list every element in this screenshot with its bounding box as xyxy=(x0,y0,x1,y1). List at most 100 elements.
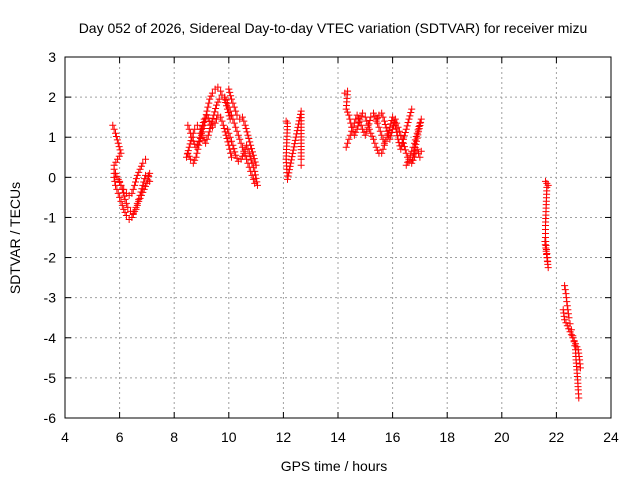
data-point xyxy=(297,152,305,160)
data-point xyxy=(379,113,387,121)
data-point xyxy=(187,155,195,163)
data-point xyxy=(211,108,219,116)
data-point xyxy=(112,158,120,166)
data-point xyxy=(219,121,227,129)
data-point xyxy=(241,121,249,129)
data-point xyxy=(230,145,238,153)
data-point xyxy=(221,93,229,101)
data-point xyxy=(113,136,121,144)
data-point xyxy=(285,169,293,177)
data-point xyxy=(217,87,225,95)
data-point xyxy=(128,213,136,221)
data-point xyxy=(417,115,425,123)
data-point xyxy=(344,139,352,147)
data-point xyxy=(563,322,571,330)
data-point xyxy=(415,128,423,136)
data-point xyxy=(194,145,202,153)
data-point xyxy=(211,119,219,127)
data-point xyxy=(560,312,568,320)
data-point xyxy=(398,142,406,150)
data-point xyxy=(245,149,253,157)
grid xyxy=(65,57,611,418)
data-point xyxy=(185,143,193,151)
data-point xyxy=(146,169,154,177)
data-point xyxy=(542,218,550,226)
data-point xyxy=(392,125,400,133)
data-point xyxy=(118,185,126,193)
data-point xyxy=(114,155,122,163)
data-point xyxy=(572,340,580,348)
data-point xyxy=(285,166,293,174)
data-point xyxy=(112,133,120,141)
data-point xyxy=(367,129,375,137)
data-point xyxy=(188,133,196,141)
data-point xyxy=(114,189,122,197)
data-point xyxy=(378,109,386,117)
y-tick-label: -2 xyxy=(44,250,57,266)
data-point xyxy=(368,132,376,140)
data-point xyxy=(121,208,129,216)
data-point xyxy=(405,155,413,163)
data-point xyxy=(393,132,401,140)
data-point xyxy=(214,98,222,106)
data-point xyxy=(135,197,143,205)
data-point xyxy=(562,294,570,302)
data-point xyxy=(185,152,193,160)
data-point xyxy=(122,199,130,207)
data-point xyxy=(113,172,121,180)
data-point xyxy=(401,129,409,137)
data-point xyxy=(227,149,235,157)
data-point xyxy=(233,111,241,119)
data-point xyxy=(374,146,382,154)
data-point xyxy=(116,177,124,185)
data-point xyxy=(109,121,117,129)
data-point xyxy=(374,114,382,122)
data-point xyxy=(230,103,238,111)
data-point xyxy=(228,137,236,145)
data-point xyxy=(200,121,208,129)
data-point xyxy=(246,138,254,146)
data-point xyxy=(389,113,397,121)
data-point xyxy=(203,135,211,143)
data-point xyxy=(192,153,200,161)
data-point xyxy=(384,130,392,138)
data-point xyxy=(359,109,367,117)
x-axis-label: GPS time / hours xyxy=(281,458,388,474)
data-point xyxy=(242,125,250,133)
data-point xyxy=(133,201,141,209)
data-point xyxy=(207,120,215,128)
data-point xyxy=(561,286,569,294)
data-point xyxy=(251,167,259,175)
data-point xyxy=(287,156,295,164)
data-point xyxy=(380,141,388,149)
data-point xyxy=(136,194,144,202)
data-point xyxy=(391,121,399,129)
data-point xyxy=(206,95,214,103)
data-point xyxy=(291,136,299,144)
data-point xyxy=(243,128,251,136)
data-point xyxy=(118,201,126,209)
data-point xyxy=(354,114,362,122)
data-point xyxy=(402,149,410,157)
data-point xyxy=(380,117,388,125)
data-point xyxy=(202,111,210,119)
x-tick-label: 12 xyxy=(276,429,292,445)
data-point xyxy=(187,129,195,137)
data-point xyxy=(141,175,149,183)
data-point xyxy=(381,121,389,129)
data-point xyxy=(218,117,226,125)
data-point xyxy=(563,302,571,310)
data-point xyxy=(230,119,238,127)
data-point xyxy=(287,159,295,167)
data-point xyxy=(195,141,203,149)
data-point xyxy=(416,121,424,129)
data-point xyxy=(348,127,356,135)
data-point xyxy=(390,117,398,125)
data-point xyxy=(364,123,372,131)
x-tick-label: 10 xyxy=(221,429,237,445)
data-point xyxy=(367,113,375,121)
data-point xyxy=(284,172,292,180)
data-point xyxy=(416,153,424,161)
data-point xyxy=(213,101,221,109)
